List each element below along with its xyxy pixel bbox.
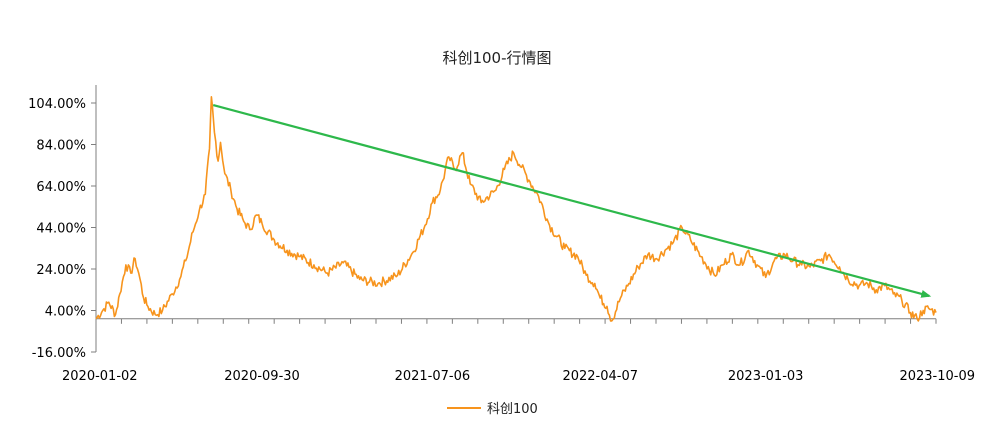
y-tick-label: 64.00% [36, 180, 86, 195]
y-tick-label: 104.00% [28, 97, 86, 112]
y-tick-label: 4.00% [45, 305, 86, 320]
x-tick-label: 2023-01-03 [728, 369, 804, 384]
legend: 科创100 [447, 402, 538, 417]
y-tick-label: 84.00% [36, 139, 86, 154]
y-tick-label: -16.00% [32, 346, 86, 361]
x-tick-label: 2021-07-06 [395, 369, 471, 384]
x-tick-label: 2022-04-07 [562, 369, 638, 384]
x-tick-label: 2023-10-09 [899, 369, 975, 384]
x-tick-label: 2020-01-02 [62, 369, 138, 384]
y-tick-label: 44.00% [36, 222, 86, 237]
y-tick-label: 24.00% [36, 263, 86, 278]
x-tick-label: 2020-09-30 [224, 369, 300, 384]
trend-arrow [212, 104, 932, 298]
chart-title: 科创100-行情图 [442, 49, 551, 67]
legend-label: 科创100 [487, 402, 538, 417]
series-line-kechuang100 [95, 96, 937, 322]
plot-area: 104.00% 84.00% 64.00% 44.00% 24.00% 4.00% -16.… [28, 85, 975, 384]
